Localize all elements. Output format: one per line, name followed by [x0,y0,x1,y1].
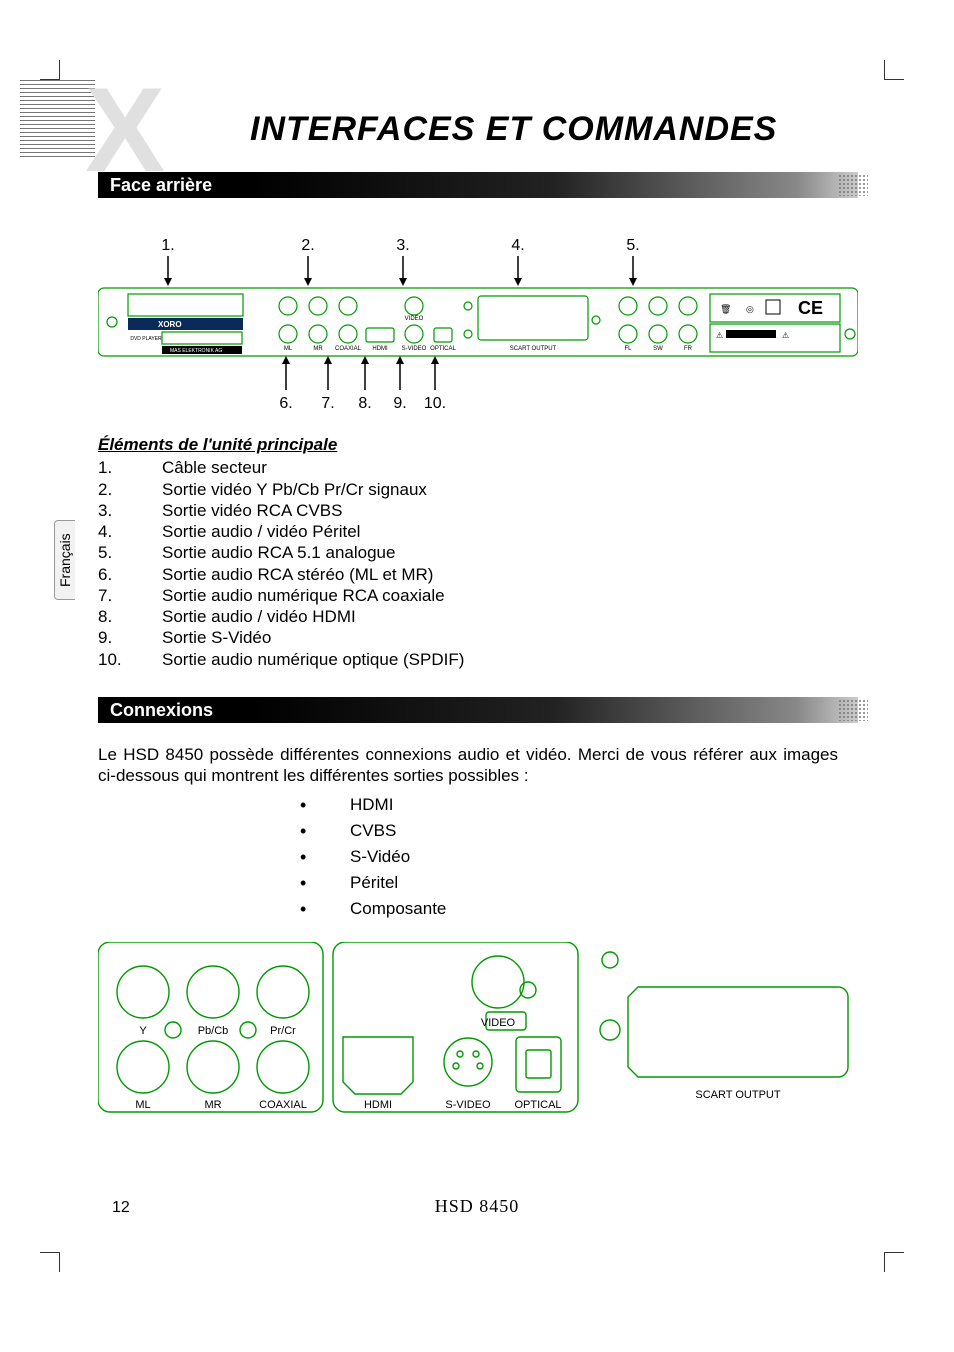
crop-mark [884,60,904,80]
svg-text:CE: CE [798,298,823,318]
svg-text:10.: 10. [424,395,446,412]
elements-row: 10.Sortie audio numérique optique (SPDIF… [98,649,858,670]
bullet-item: HDMI [350,793,393,818]
svg-text:HDMI: HDMI [372,346,388,352]
language-tab: Français [54,520,75,600]
svg-text:VIDEO: VIDEO [405,316,424,322]
svg-text:7.: 7. [321,395,334,412]
svg-text:ML: ML [135,1099,150,1111]
svg-text:MR: MR [204,1099,221,1111]
crop-mark [40,60,60,80]
footer-model: HSD 8450 [0,1196,954,1217]
svg-text:Pb/Cb: Pb/Cb [198,1025,229,1037]
svg-text:VIDEO: VIDEO [481,1017,516,1029]
elements-row: 4.Sortie audio / vidéo Péritel [98,521,858,542]
elements-row: 9.Sortie S-Vidéo [98,627,858,648]
trash-icon: 🗑 [720,304,731,314]
svg-text:FL: FL [624,346,632,352]
elements-row: 8.Sortie audio / vidéo HDMI [98,606,858,627]
svg-text:S-VIDEO: S-VIDEO [402,346,427,352]
svg-text:◎: ◎ [746,304,754,314]
svg-text:FR: FR [684,346,693,352]
svg-text:Pr/Cr: Pr/Cr [270,1025,296,1037]
elements-row: 3.Sortie vidéo RCA CVBS [98,500,858,521]
bullet-item: Péritel [350,871,398,896]
svg-text:SW: SW [653,346,663,352]
decorative-lines [20,80,95,160]
connexions-bullets: •HDMI •CVBS •S-Vidéo •Péritel •Composant… [300,792,446,922]
svg-text:COAXIAL: COAXIAL [335,346,362,352]
svg-text:ML: ML [284,346,293,352]
elements-row: 2.Sortie vidéo Y Pb/Cb Pr/Cr signaux [98,479,858,500]
bullet-item: Composante [350,897,446,922]
svg-text:XORO: XORO [158,320,182,329]
svg-text:2.: 2. [301,237,314,254]
connexions-intro: Le HSD 8450 possède différentes connexio… [98,744,838,787]
elements-row: 1.Câble secteur [98,457,858,478]
elements-row: 6.Sortie audio RCA stéréo (ML et MR) [98,564,858,585]
elements-row: 5.Sortie audio RCA 5.1 analogue [98,542,858,563]
svg-text:8.: 8. [358,395,371,412]
svg-text:⚠: ⚠ [782,331,789,340]
elements-list: Éléments de l'unité principale 1.Câble s… [98,434,858,670]
svg-text:⚠: ⚠ [716,331,723,340]
svg-text:OPTICAL: OPTICAL [514,1099,561,1111]
svg-text:S-VIDEO: S-VIDEO [445,1099,491,1111]
svg-text:Y: Y [139,1025,147,1037]
svg-text:SCART OUTPUT: SCART OUTPUT [510,346,557,352]
svg-text:4.: 4. [511,237,524,254]
section-heading-connexions: Connexions [98,697,858,723]
svg-text:OPTICAL: OPTICAL [430,346,456,352]
svg-text:COAXIAL: COAXIAL [259,1099,307,1111]
crop-mark [40,1252,60,1272]
svg-text:HDMI: HDMI [364,1099,392,1111]
elements-heading: Éléments de l'unité principale [98,434,858,455]
page-title: INTERFACES ET COMMANDES [250,110,777,149]
connectors-enlarged-diagram: Y Pb/Cb Pr/Cr ML MR COAXIAL HDMI VIDEO S… [98,942,858,1127]
svg-text:5.: 5. [626,237,639,254]
bullet-item: CVBS [350,819,396,844]
svg-text:9.: 9. [393,395,406,412]
svg-text:DVD PLAYER: DVD PLAYER [130,336,162,342]
elements-row: 7.Sortie audio numérique RCA coaxiale [98,585,858,606]
svg-text:MAS ELEKTRONIK AG: MAS ELEKTRONIK AG [170,348,222,354]
svg-text:6.: 6. [279,395,292,412]
crop-mark [884,1252,904,1272]
rear-panel-diagram: 1. 2. 3. 4. 5. 🗑 ◎ [98,230,858,420]
svg-text:3.: 3. [396,237,409,254]
bullet-item: S-Vidéo [350,845,410,870]
svg-text:1.: 1. [161,237,174,254]
section-heading-rear: Face arrière [98,172,858,198]
svg-text:SCART OUTPUT: SCART OUTPUT [695,1089,780,1101]
svg-text:MR: MR [313,346,323,352]
